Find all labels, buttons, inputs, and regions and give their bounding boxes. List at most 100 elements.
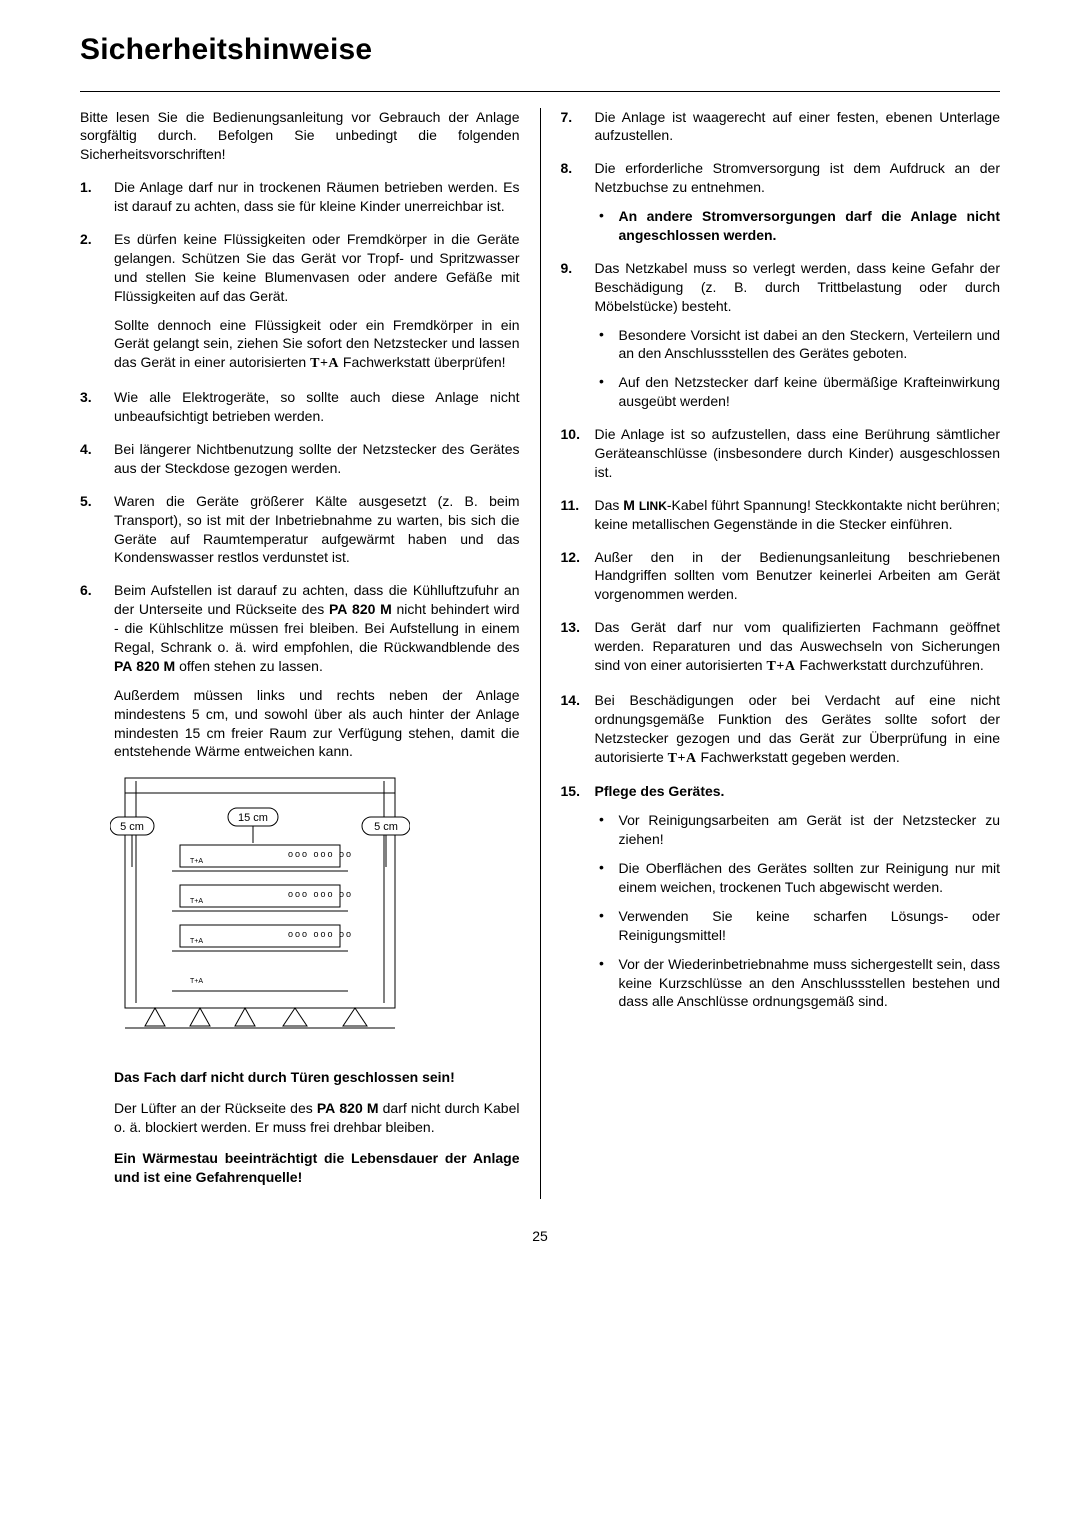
clearance-diagram: T+A T+A T+A T+A ooo ooo oo ooo ooo oo oo… <box>110 775 520 1050</box>
bullet-text: Vor der Wiederinbetriebnahme muss sicher… <box>619 955 1001 1012</box>
list-item: 15. Pflege des Gerätes. • Vor Reinigungsarb… <box>561 782 1001 1011</box>
bullet-text: Vor Reinigungsarbeiten am Gerät ist der … <box>619 811 1001 849</box>
item-body: Es dürfen keine Flüssigkeiten oder Fremd… <box>114 230 520 374</box>
svg-text:ooo ooo oo: ooo ooo oo <box>288 889 353 899</box>
list-item: 12. Außer den in der Bedienungsanleitung … <box>561 548 1001 605</box>
bullet-list: • Vor Reinigungsarbeiten am Gerät ist der… <box>595 811 1001 1011</box>
item-paragraph: Bei Beschädigungen oder bei Verdacht auf… <box>595 691 1001 769</box>
item-body: Beim Aufstellen ist darauf zu achten, da… <box>114 581 520 761</box>
bullet-list: • An andere Stromversorgungen darf die An… <box>595 207 1001 245</box>
svg-text:15 cm: 15 cm <box>238 812 268 824</box>
list-item: 7. Die Anlage ist waagerecht auf einer f… <box>561 108 1001 146</box>
bullet-item: • Besondere Vorsicht ist dabei an den Ste… <box>595 326 1001 364</box>
bullet-list: • Besondere Vorsicht ist dabei an den Ste… <box>595 326 1001 412</box>
bullet-text: Verwenden Sie keine scharfen Lösungs- od… <box>619 907 1001 945</box>
item-paragraph: Die Anlage ist so aufzustellen, dass ein… <box>595 425 1001 482</box>
item-paragraph: Das Netzkabel muss so verlegt werden, da… <box>595 259 1001 316</box>
item-body: Das Netzkabel muss so verlegt werden, da… <box>595 259 1001 411</box>
item-body: Außer den in der Bedienungsanleitung bes… <box>595 548 1001 605</box>
bullet-item: • Die Oberflächen des Gerätes sollten zur… <box>595 859 1001 897</box>
list-item: 14. Bei Beschädigungen oder bei Verdacht … <box>561 691 1001 769</box>
bullet-item: • Verwenden Sie keine scharfen Lösungs- o… <box>595 907 1001 945</box>
bullet-text: Besondere Vorsicht ist dabei an den Stec… <box>619 326 1001 364</box>
list-item: 3.Wie alle Elektrogeräte, so sollte auch… <box>80 388 520 426</box>
item-paragraph: Das M LINK-Kabel führt Spannung! Steckko… <box>595 496 1001 534</box>
item-paragraph: Sollte dennoch eine Flüssigkeit oder ein… <box>114 316 520 375</box>
right-column: 7. Die Anlage ist waagerecht auf einer f… <box>541 108 1001 1199</box>
svg-text:T+A: T+A <box>190 898 203 905</box>
item-paragraph: Wie alle Elektrogeräte, so sollte auch d… <box>114 388 520 426</box>
item-paragraph: Beim Aufstellen ist darauf zu achten, da… <box>114 581 520 675</box>
heat-warning: Ein Wärmestau beeinträchtigt die Lebensd… <box>114 1150 520 1185</box>
svg-text:5 cm: 5 cm <box>120 821 144 833</box>
item-paragraph: Waren die Geräte größerer Kälte ausgeset… <box>114 492 520 568</box>
item-body: Die Anlage ist waagerecht auf einer fest… <box>595 108 1001 146</box>
item-body: Bei Beschädigungen oder bei Verdacht auf… <box>595 691 1001 769</box>
bullet-dot-icon: • <box>595 907 609 945</box>
item-body: Das M LINK-Kabel führt Spannung! Steckko… <box>595 496 1001 534</box>
item-number: 3. <box>80 388 106 426</box>
svg-text:ooo ooo oo: ooo ooo oo <box>288 929 353 939</box>
list-item: 5.Waren die Geräte größerer Kälte ausges… <box>80 492 520 568</box>
item-body: Wie alle Elektrogeräte, so sollte auch d… <box>114 388 520 426</box>
bullet-dot-icon: • <box>595 373 609 411</box>
right-list: 7. Die Anlage ist waagerecht auf einer f… <box>561 108 1001 1012</box>
item-body: Die erforderliche Stromversorgung ist de… <box>595 159 1001 245</box>
item-number: 2. <box>80 230 106 374</box>
item-number: 13. <box>561 618 587 677</box>
item-body: Waren die Geräte größerer Kälte ausgeset… <box>114 492 520 568</box>
bullet-dot-icon: • <box>595 326 609 364</box>
item-paragraph: Die Anlage ist waagerecht auf einer fest… <box>595 108 1001 146</box>
fan-note: Der Lüfter an der Rückseite des PA 820 M… <box>114 1099 520 1137</box>
item-paragraph: Die Anlage darf nur in trockenen Räumen … <box>114 178 520 216</box>
svg-text:5 cm: 5 cm <box>374 821 398 833</box>
left-after-block: Das Fach darf nicht durch Türen geschlos… <box>80 1068 520 1186</box>
left-list: 1.Die Anlage darf nur in trockenen Räume… <box>80 178 520 761</box>
svg-text:T+A: T+A <box>190 978 203 985</box>
list-item: 11. Das M LINK-Kabel führt Spannung! Stec… <box>561 496 1001 534</box>
bullet-dot-icon: • <box>595 859 609 897</box>
bullet-text: An andere Stromversorgungen darf die Anl… <box>619 207 1001 245</box>
item-number: 15. <box>561 782 587 1011</box>
warn-door: Das Fach darf nicht durch Türen geschlos… <box>114 1069 455 1085</box>
left-column: Bitte lesen Sie die Bedienungsanleitung … <box>80 108 540 1199</box>
item-paragraph: Es dürfen keine Flüssigkeiten oder Fremd… <box>114 230 520 306</box>
item-paragraph: Außer den in der Bedienungsanleitung bes… <box>595 548 1001 605</box>
title-rule <box>80 91 1000 92</box>
bullet-item: •Vor der Wiederinbetriebnahme muss siche… <box>595 955 1001 1012</box>
bullet-text: Die Oberflächen des Gerätes sollten zur … <box>619 859 1001 897</box>
list-item: 6.Beim Aufstellen ist darauf zu achten, … <box>80 581 520 761</box>
list-item: 13. Das Gerät darf nur vom qualifizierten… <box>561 618 1001 677</box>
item-paragraph: Außerdem müssen links und rechts neben d… <box>114 686 520 762</box>
bullet-dot-icon: • <box>595 955 609 1012</box>
intro-text: Bitte lesen Sie die Bedienungsanleitung … <box>80 108 520 165</box>
bullet-item: •Vor Reinigungsarbeiten am Gerät ist der… <box>595 811 1001 849</box>
item-number: 5. <box>80 492 106 568</box>
bullet-text: Auf den Netzstecker darf keine übermäßig… <box>619 373 1001 411</box>
page-title: Sicherheitshinweise <box>80 30 1000 71</box>
item-number: 8. <box>561 159 587 245</box>
page-number: 25 <box>80 1227 1000 1246</box>
item-body: Pflege des Gerätes. • Vor Reinigungsarbeit… <box>595 782 1001 1011</box>
item-number: 7. <box>561 108 587 146</box>
item-body: Das Gerät darf nur vom qualifizierten Fa… <box>595 618 1001 677</box>
list-item: 1.Die Anlage darf nur in trockenen Räume… <box>80 178 520 216</box>
list-item: 8.Die erforderliche Stromversorgung ist … <box>561 159 1001 245</box>
item-number: 4. <box>80 440 106 478</box>
item-number: 9. <box>561 259 587 411</box>
item-body: Die Anlage darf nur in trockenen Räumen … <box>114 178 520 216</box>
item-number: 12. <box>561 548 587 605</box>
item-number: 6. <box>80 581 106 761</box>
item-paragraph: Bei längerer Nichtbenutzung sollte der N… <box>114 440 520 478</box>
svg-text:T+A: T+A <box>190 858 203 865</box>
item-lead: Pflege des Gerätes. <box>595 782 1001 801</box>
list-item: 4.Bei längerer Nichtbenutzung sollte der… <box>80 440 520 478</box>
item-number: 11. <box>561 496 587 534</box>
bullet-dot-icon: • <box>595 207 609 245</box>
item-number: 14. <box>561 691 587 769</box>
item-body: Bei längerer Nichtbenutzung sollte der N… <box>114 440 520 478</box>
item-body: Die Anlage ist so aufzustellen, dass ein… <box>595 425 1001 482</box>
svg-text:T+A: T+A <box>190 938 203 945</box>
item-paragraph: Die erforderliche Stromversorgung ist de… <box>595 159 1001 197</box>
svg-text:ooo ooo oo: ooo ooo oo <box>288 849 353 859</box>
